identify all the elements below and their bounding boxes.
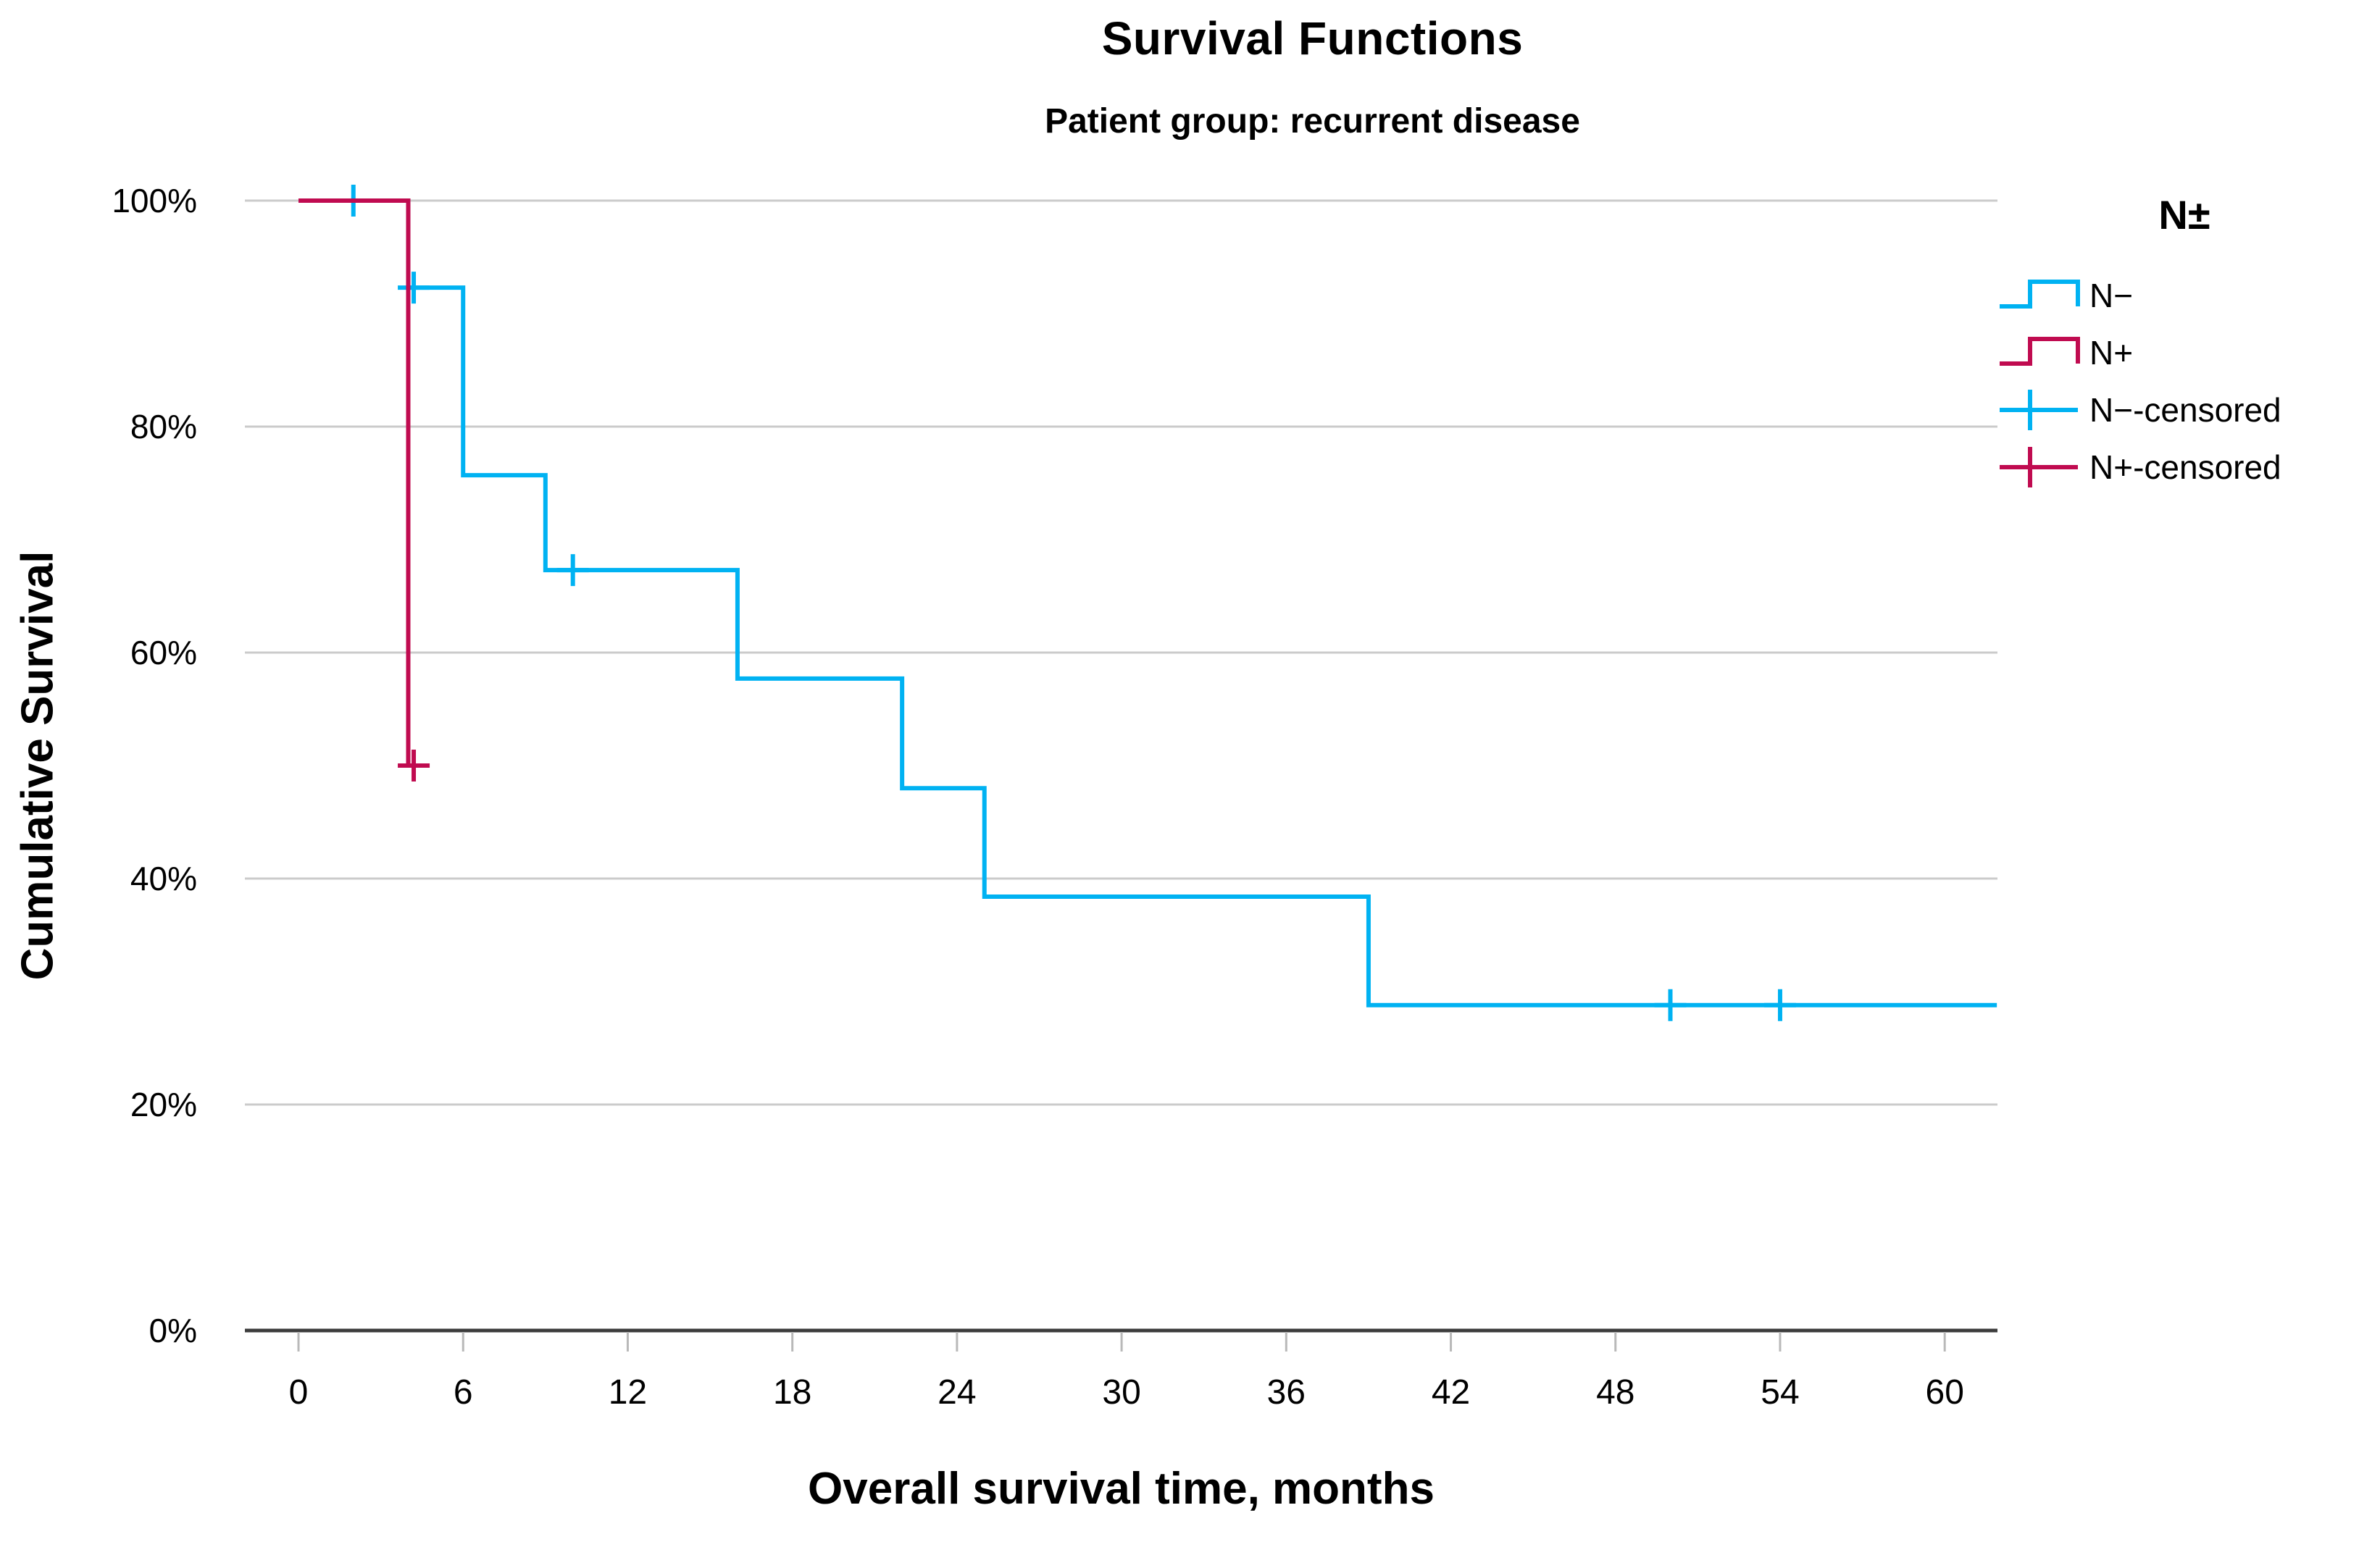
legend-step-line-icon [2000, 279, 2080, 309]
x-tick-label: 60 [1926, 1373, 1964, 1412]
legend-entry: N+ [1997, 324, 2380, 381]
x-tick-label: 24 [938, 1373, 976, 1412]
x-tick-label: 30 [1102, 1373, 1140, 1412]
survival-curve-n-plus [298, 198, 411, 766]
legend-step-line-icon [2000, 336, 2080, 366]
y-tick-label: 100% [112, 182, 197, 219]
x-tick-label: 18 [773, 1373, 811, 1412]
survival-curve-n-minus [298, 198, 1997, 1007]
y-tick-label: 40% [130, 860, 197, 897]
legend-entry-label: N− [2089, 276, 2134, 314]
x-tick-label: 42 [1432, 1373, 1470, 1412]
y-tick-label: 0% [149, 1312, 197, 1349]
legend-censor-icon [2000, 446, 2078, 487]
legend-entry: N− [1997, 267, 2380, 324]
y-tick-label: 80% [130, 408, 197, 445]
chart-subtitle: Patient group: recurrent disease [1045, 102, 1580, 141]
legend: N− N+ N−-censored N+-censored [1997, 267, 2380, 495]
x-axis-title: Overall survival time, months [808, 1464, 1435, 1514]
x-tick-label: 48 [1596, 1373, 1634, 1412]
legend-entry-label: N+-censored [2089, 448, 2281, 486]
x-tick-label: 54 [1761, 1373, 1799, 1412]
y-axis-title: Cumulative Survival [12, 550, 63, 981]
y-tick-label: 20% [130, 1086, 197, 1123]
x-tick-label: 6 [454, 1373, 473, 1412]
legend-censor-icon [2000, 389, 2078, 430]
y-tick-label: 60% [130, 634, 197, 671]
x-tick-label: 0 [289, 1373, 309, 1412]
legend-title: N± [2158, 192, 2210, 238]
x-tick-label: 12 [609, 1373, 647, 1412]
legend-entry-label: N−-censored [2089, 390, 2281, 429]
legend-entry: N−-censored [1997, 381, 2380, 438]
legend-entry-label: N+ [2089, 333, 2134, 372]
x-tick-label: 36 [1267, 1373, 1306, 1412]
legend-entry: N+-censored [1997, 438, 2380, 495]
chart-title: Survival Functions [1101, 12, 1524, 64]
